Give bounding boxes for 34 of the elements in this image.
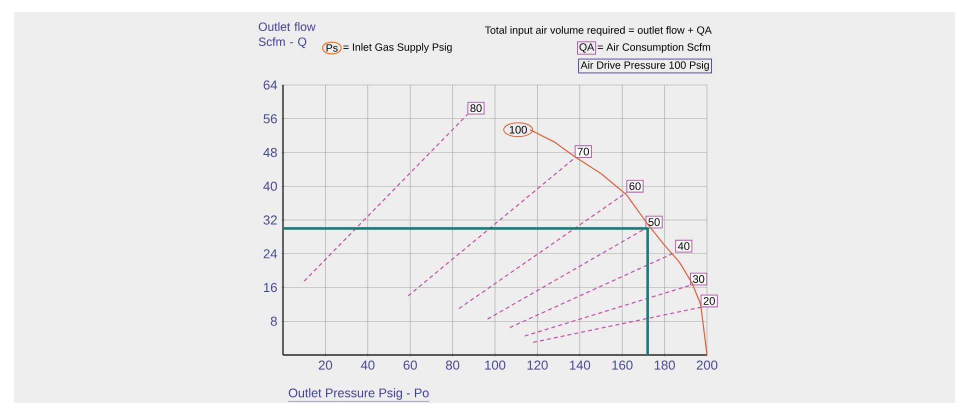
x-tick-label: 120: [528, 360, 548, 370]
text: = Air Consumption Scfm: [598, 43, 710, 53]
y-tick-label: 40: [263, 182, 277, 191]
legend-label: 100: [510, 126, 527, 134]
y-tick-label: 16: [264, 282, 277, 292]
series-label: 20: [704, 297, 715, 305]
x-tick-label: 100: [485, 360, 506, 370]
text: Air Drive Pressure 100 Psig: [580, 61, 709, 71]
x-tick-label: 80: [446, 360, 460, 370]
series-label: 70: [578, 148, 589, 156]
x-axis-title: Outlet Pressure Psig - Po: [288, 388, 429, 400]
y-tick-label: 48: [263, 148, 277, 158]
series-label: 80: [470, 104, 482, 112]
y-tick-label: 32: [264, 215, 277, 225]
text: = Inlet Gas Supply Psig: [343, 43, 452, 53]
series-label: 60: [629, 182, 641, 190]
x-tick-label: 40: [360, 360, 375, 370]
text: QA: [579, 43, 594, 53]
series-label: 40: [678, 242, 690, 250]
series-label: 30: [692, 275, 704, 283]
x-tick-label: 60: [404, 360, 417, 370]
y-axis-title: Outlet flow Scfm - Q: [258, 22, 316, 48]
series-label: 50: [648, 218, 660, 226]
y-tick-label: 64: [264, 80, 278, 90]
x-tick-label: 140: [570, 360, 590, 370]
text: Ps: [326, 44, 338, 52]
x-tick-label: 180: [654, 360, 675, 370]
y-tick-label: 24: [264, 249, 278, 258]
x-tick-label: 20: [318, 360, 332, 370]
y-tick-label: 8: [270, 316, 277, 326]
y-tick-label: 56: [264, 114, 277, 124]
x-tick-label: 200: [696, 360, 718, 370]
x-tick-label: 160: [612, 360, 633, 370]
chart-title: Total input air volume required = outlet flow + QA: [485, 26, 712, 36]
